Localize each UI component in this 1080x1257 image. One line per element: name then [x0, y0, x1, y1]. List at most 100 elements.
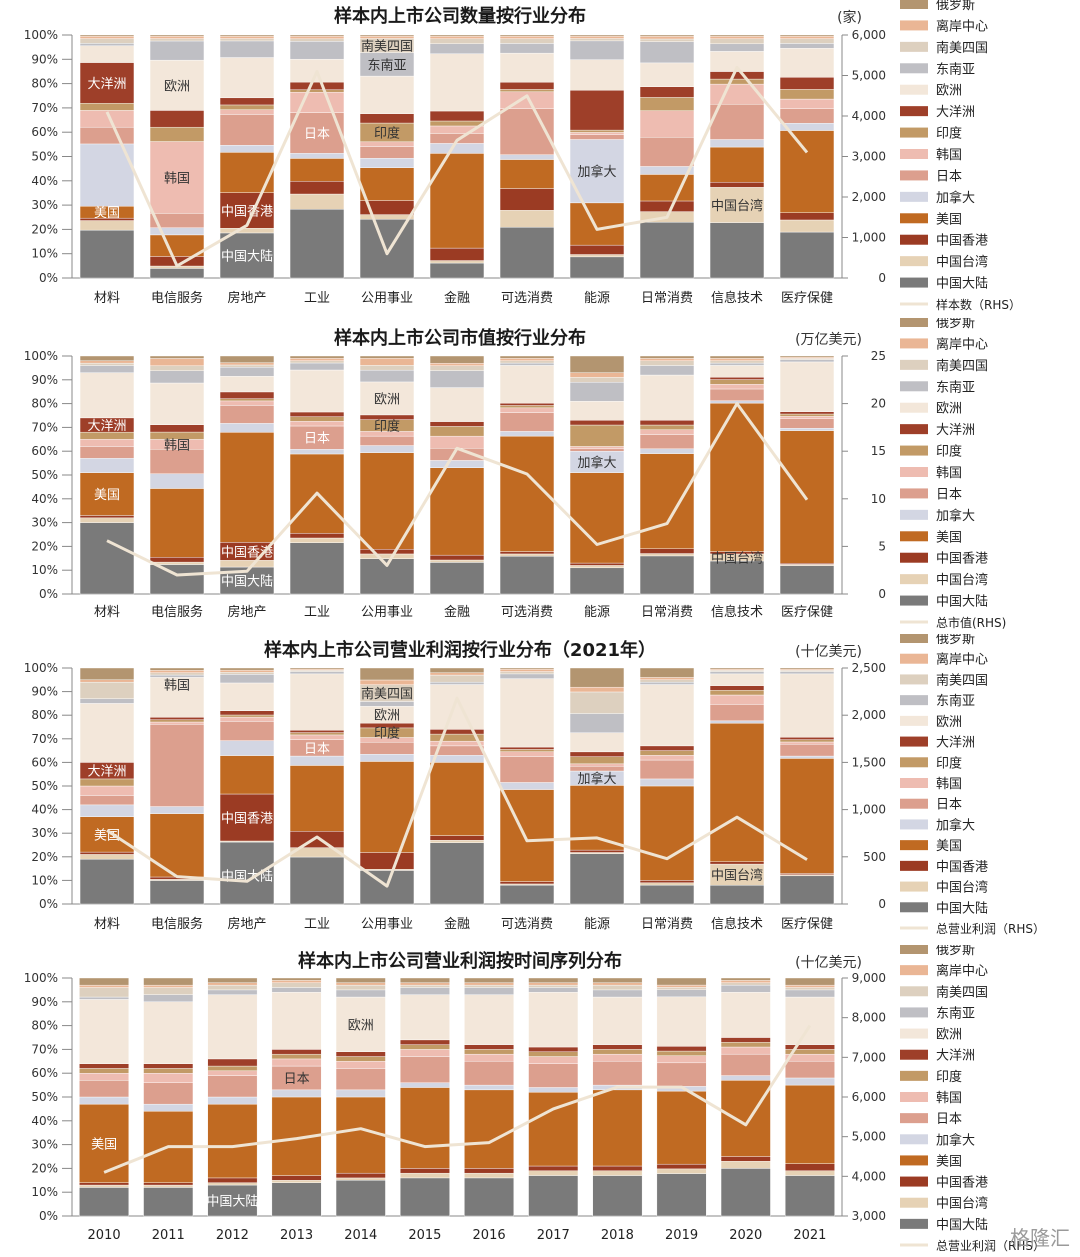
bar-segment	[710, 35, 764, 36]
bar-segment	[290, 194, 344, 209]
y2-tick-label: 2,000	[852, 190, 886, 204]
bar-segment	[780, 742, 834, 744]
bar-segment	[593, 1054, 642, 1061]
y-tick-label: 50%	[31, 468, 58, 482]
bar-segment	[272, 1183, 321, 1216]
bar-segment	[336, 990, 385, 997]
legend-label: 印度	[936, 1069, 962, 1085]
bar-segment	[570, 563, 624, 565]
bar-segment	[144, 1104, 193, 1111]
bar-annotation: 韩国	[164, 171, 190, 186]
y-tick-label: 70%	[31, 420, 58, 434]
x-category-label: 2014	[344, 1228, 377, 1243]
bar-segment	[500, 227, 554, 278]
bar-segment	[360, 549, 414, 554]
legend-swatch	[900, 170, 928, 180]
y-tick-label: 80%	[31, 1019, 58, 1033]
bar-segment	[220, 376, 274, 392]
legend-swatch	[900, 488, 928, 498]
legend-swatch	[900, 882, 928, 892]
bar-segment	[400, 1168, 449, 1173]
bar-segment	[272, 1059, 321, 1066]
bar-segment	[570, 132, 624, 134]
bar-segment	[721, 985, 770, 992]
bar-segment	[529, 1166, 578, 1171]
x-category-label: 2010	[88, 1228, 121, 1243]
bar-segment	[360, 365, 414, 370]
bar-segment	[150, 366, 204, 371]
legend-label: 中国台湾	[936, 880, 988, 896]
bar-segment	[640, 430, 694, 435]
legend-label: 大洋洲	[936, 736, 975, 751]
bar-segment	[721, 992, 770, 1037]
bar-segment	[290, 361, 344, 363]
x-category-label: 能源	[584, 605, 610, 620]
bar-annotation: 中国大陆	[206, 1194, 258, 1210]
bar-annotation: 美国	[91, 1137, 117, 1152]
bar-segment	[500, 403, 554, 405]
legend-label: 离岸中心	[936, 963, 988, 979]
bar-segment	[220, 98, 274, 105]
bar-segment	[360, 35, 414, 36]
bar-segment	[430, 682, 484, 684]
bar-segment	[780, 412, 834, 414]
bar-segment	[710, 377, 764, 379]
bar-segment	[570, 255, 624, 257]
bar-segment	[80, 682, 134, 699]
legend-swatch	[900, 1050, 928, 1060]
bar-segment	[79, 1187, 128, 1216]
bar-segment	[220, 365, 274, 367]
bar-segment	[657, 1063, 706, 1087]
chart-title: 样本内上市公司市值按行业分布	[334, 327, 586, 349]
bar-segment	[150, 717, 204, 719]
bar-segment	[529, 1176, 578, 1216]
bar-segment	[220, 58, 274, 98]
x-category-label: 能源	[584, 917, 610, 932]
legend-swatch	[900, 0, 928, 9]
bar-segment	[500, 431, 554, 436]
bar-segment	[208, 1178, 257, 1183]
legend-swatch	[900, 85, 928, 95]
bar-segment	[500, 556, 554, 594]
bar-segment	[144, 978, 193, 985]
bar-segment	[290, 668, 344, 669]
bar-segment	[290, 831, 344, 847]
bar-segment	[220, 560, 274, 567]
bar-segment	[464, 1090, 513, 1169]
bar-segment	[150, 268, 204, 278]
bar-segment	[500, 35, 554, 36]
chart-title: 样本内上市公司数量按行业分布	[334, 5, 586, 27]
bar-segment	[464, 983, 513, 985]
bar-segment	[144, 1002, 193, 1064]
bar-annotation: 日本	[284, 1072, 310, 1087]
y2-tick-label: 6,000	[852, 28, 886, 42]
bar-segment	[529, 985, 578, 987]
bar-annotation: 中国台湾	[711, 868, 763, 884]
bar-segment	[570, 130, 624, 132]
legend-swatch	[900, 338, 928, 348]
bar-segment	[570, 766, 624, 771]
bar-segment	[150, 35, 204, 36]
bar-segment	[290, 449, 344, 454]
bar-segment	[290, 356, 344, 358]
bar-segment	[360, 168, 414, 201]
x-category-label: 2019	[665, 1228, 698, 1243]
bar-segment	[220, 110, 274, 115]
bar-segment	[336, 1090, 385, 1097]
legend-swatch	[900, 861, 928, 871]
bar-segment	[710, 686, 764, 691]
bar-segment	[80, 366, 134, 373]
watermark-text: 格隆汇	[1010, 1222, 1070, 1251]
bar-segment	[150, 356, 204, 358]
bar-segment	[657, 978, 706, 985]
legend-label: 大洋洲	[936, 423, 975, 438]
bar-segment	[500, 36, 554, 38]
legend-label: 韩国	[936, 148, 962, 163]
bar-segment	[150, 881, 204, 904]
bar-segment	[336, 1173, 385, 1178]
bar-segment	[500, 679, 554, 747]
bar-segment	[430, 363, 484, 365]
bar-segment	[290, 412, 344, 417]
x-category-label: 2013	[280, 1228, 313, 1243]
